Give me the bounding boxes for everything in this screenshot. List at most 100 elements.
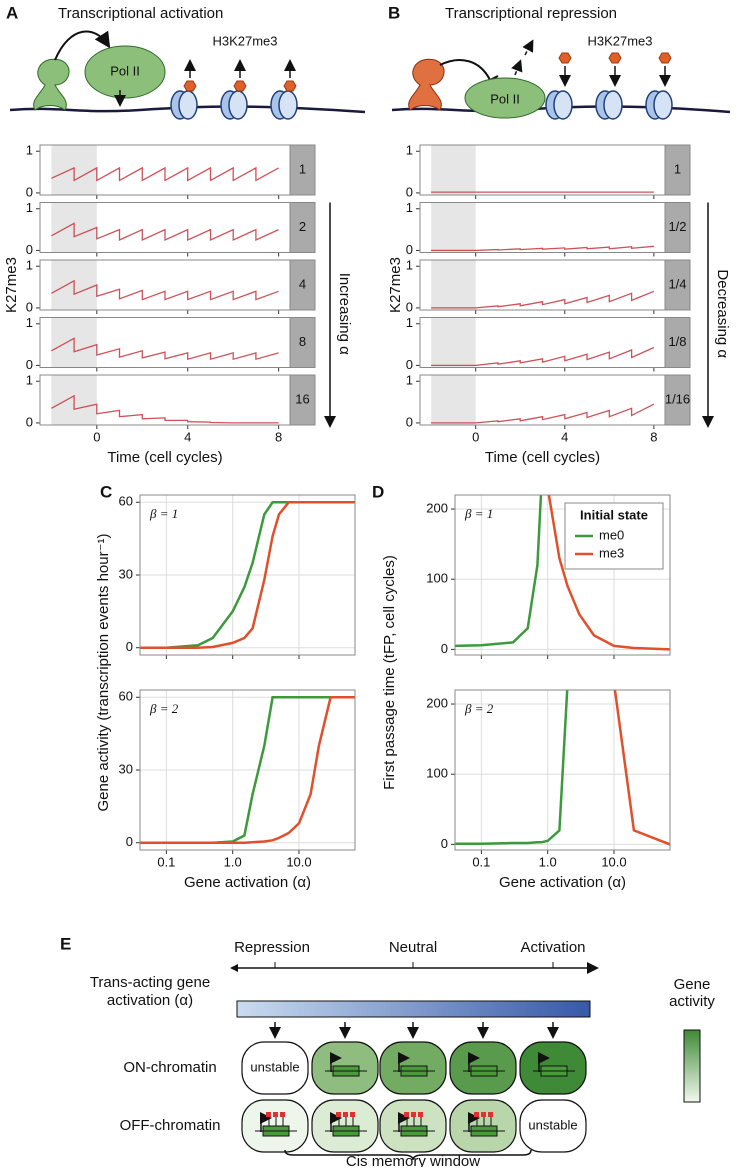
y-tick-label: 0 [441,836,448,851]
y-tick-label: 0 [441,641,448,656]
plot-border [139,494,356,656]
y-axis-title: Gene activity (transcription events hour… [95,533,112,811]
facet-strip [289,317,316,368]
series-group [51,279,279,301]
axis-label: activation (α) [107,992,193,1009]
series-group [431,346,655,367]
x-tick-label: 10.0 [601,854,626,869]
series-line [51,166,279,182]
plot-border [139,689,356,851]
facet-label: β = 1 [149,506,178,521]
schematic-b: B Transcriptional repression Pol II H3K2… [388,3,731,120]
mark-label: H3K27me3 [587,33,652,48]
y-tick-label: 1 [406,315,413,330]
y-tick-label: 1 [26,373,33,388]
series-line [455,495,543,648]
series-line [140,696,355,844]
x-axis-title: Gene activation (α) [184,874,311,891]
schematic-title: Transcriptional repression [445,5,617,22]
diagram-e: E Repression Neutral Activation Trans-ac… [60,934,715,1169]
series-line [431,245,654,252]
shaded-region [431,260,476,310]
facet-strip [664,144,691,196]
y-axis-title: K27me3 [3,257,20,313]
y-tick-label: 1 [26,200,33,215]
y-tick-label: 60 [119,689,133,704]
panel-label: E [60,934,71,953]
scale-label: Repression [234,939,310,956]
facet-label: 1/16 [665,391,690,406]
facet-label: β = 1 [464,506,493,521]
y-tick-label: 0 [406,299,413,314]
y-axis-title: K27me3 [387,257,404,313]
y-tick-label: 0 [406,242,413,257]
facet-label: 16 [295,391,309,406]
legend-title: Initial state [580,507,648,522]
series-line [431,346,655,367]
y-tick-label: 0 [406,414,413,429]
facet-label: 1/4 [668,276,686,291]
facet-strip [664,259,691,311]
row-label: OFF-chromatin [120,1117,221,1134]
series-group [431,403,655,424]
y-tick-label: 1 [406,200,413,215]
series-group [140,501,355,649]
x-tick-label: 0 [93,429,100,444]
series-line [51,337,279,361]
polymerase-label: Pol II [110,63,140,78]
y-tick-label: 1 [406,143,413,158]
series-group [51,337,279,361]
x-tick-label: 4 [184,429,191,444]
y-tick-label: 30 [119,761,133,776]
y-tick-label: 100 [426,766,448,781]
shaded-region [431,317,476,368]
y-tick-label: 30 [119,566,133,581]
facet-label: 1 [674,161,681,176]
x-tick-label: 8 [650,429,657,444]
side-label: Decreasing α [714,269,731,358]
facet-label: 2 [299,219,306,234]
scale-label: Activation [520,939,585,956]
y-tick-label: 1 [406,258,413,273]
series-group [431,245,654,252]
unstable-label: unstable [528,1117,577,1132]
y-tick-label: 0 [26,242,33,257]
y-axis-title: First passage time (tFP, cell cycles) [381,555,398,790]
legend-label: me0 [599,527,624,542]
y-tick-label: 200 [426,695,448,710]
series-line [51,279,279,301]
x-tick-label: 4 [561,429,568,444]
series-group [455,690,670,846]
x-axis-title: Time (cell cycles) [485,449,600,466]
x-tick-label: 0.1 [157,854,175,869]
facet-strip [289,259,316,311]
shaded-region [431,375,476,425]
x-tick-label: 1.0 [539,854,557,869]
y-tick-label: 1 [26,315,33,330]
scale-label: Neutral [389,939,437,956]
y-tick-label: 100 [426,571,448,586]
mark-label: H3K27me3 [212,33,277,48]
series-group [51,166,279,182]
legend-title: activity [669,993,715,1010]
shaded-region [431,202,476,253]
y-tick-label: 60 [119,494,133,509]
x-axis-title: Time (cell cycles) [107,449,222,466]
row-label: ON-chromatin [123,1059,216,1076]
shaded-region [431,145,476,195]
y-tick-label: 0 [406,184,413,199]
series-line [613,690,670,846]
window-label: Cis memory window [346,1153,480,1167]
series-group [140,696,355,844]
facet-strip [289,202,316,253]
series-line [431,403,655,424]
schematic-a: A Transcriptional activation Pol II H3K2… [6,3,366,120]
side-label: Increasing α [336,273,353,355]
panel-label: A [6,3,18,22]
facet-strip [664,202,691,253]
series-line [431,290,655,309]
series-group [51,222,279,242]
unstable-label: unstable [250,1059,299,1074]
facet-label: β = 2 [149,701,179,716]
y-tick-label: 1 [406,373,413,388]
